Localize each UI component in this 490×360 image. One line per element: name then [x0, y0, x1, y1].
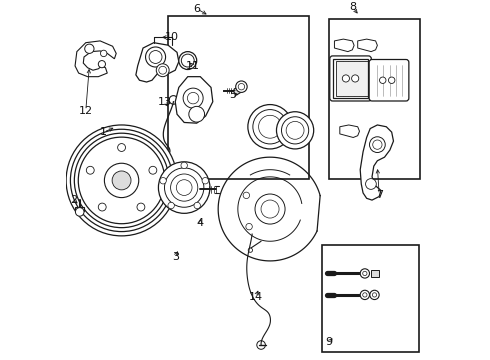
Circle shape — [261, 200, 279, 218]
Circle shape — [257, 341, 266, 349]
Bar — [329, 19, 420, 179]
Text: 5: 5 — [229, 90, 236, 100]
Circle shape — [181, 54, 194, 67]
Circle shape — [85, 44, 94, 53]
Circle shape — [370, 290, 379, 300]
Circle shape — [75, 208, 84, 216]
Circle shape — [98, 203, 106, 211]
Circle shape — [181, 162, 187, 168]
Circle shape — [112, 171, 131, 190]
Circle shape — [74, 133, 169, 228]
Text: 6: 6 — [193, 4, 200, 14]
Circle shape — [243, 192, 249, 199]
Circle shape — [380, 77, 386, 84]
Polygon shape — [136, 43, 179, 82]
Circle shape — [146, 47, 166, 67]
Circle shape — [363, 271, 367, 276]
Polygon shape — [335, 39, 354, 51]
Circle shape — [286, 121, 304, 139]
Circle shape — [159, 66, 167, 74]
Circle shape — [202, 177, 209, 184]
Circle shape — [194, 202, 200, 209]
Text: 13: 13 — [157, 97, 171, 107]
Circle shape — [158, 162, 210, 213]
Circle shape — [363, 293, 367, 297]
Circle shape — [100, 50, 107, 57]
Text: 11: 11 — [186, 61, 200, 71]
Circle shape — [360, 269, 369, 278]
Bar — [322, 245, 418, 352]
Circle shape — [160, 177, 166, 184]
Circle shape — [149, 50, 162, 63]
Circle shape — [259, 115, 281, 138]
Circle shape — [187, 93, 199, 104]
Circle shape — [360, 290, 369, 300]
Bar — [168, 16, 309, 179]
Circle shape — [366, 179, 376, 189]
Circle shape — [66, 125, 177, 236]
Text: 8: 8 — [349, 2, 356, 12]
FancyBboxPatch shape — [330, 56, 371, 101]
Circle shape — [276, 112, 314, 149]
Circle shape — [372, 293, 377, 297]
Text: 14: 14 — [248, 292, 263, 302]
FancyBboxPatch shape — [369, 59, 409, 101]
Circle shape — [183, 88, 203, 108]
Bar — [371, 270, 379, 277]
Bar — [333, 59, 368, 98]
Text: 3: 3 — [172, 252, 179, 262]
Polygon shape — [358, 39, 377, 51]
Circle shape — [156, 64, 169, 77]
Polygon shape — [175, 77, 213, 123]
Circle shape — [86, 166, 94, 174]
Bar — [336, 60, 368, 96]
Circle shape — [253, 109, 287, 144]
Circle shape — [255, 194, 285, 224]
Circle shape — [171, 174, 198, 201]
Text: 4: 4 — [196, 219, 204, 228]
Circle shape — [248, 248, 252, 252]
Circle shape — [118, 144, 125, 152]
Circle shape — [369, 137, 385, 153]
Circle shape — [165, 168, 204, 207]
Circle shape — [248, 104, 292, 149]
Polygon shape — [234, 87, 240, 95]
Circle shape — [168, 202, 174, 209]
Circle shape — [343, 75, 349, 82]
Polygon shape — [75, 41, 116, 77]
Text: 9: 9 — [325, 337, 333, 347]
Circle shape — [246, 224, 252, 230]
Circle shape — [352, 75, 359, 82]
Text: 7: 7 — [376, 190, 383, 200]
Text: 10: 10 — [165, 32, 179, 42]
Circle shape — [236, 81, 247, 93]
Polygon shape — [340, 125, 360, 138]
Circle shape — [179, 51, 196, 69]
Circle shape — [169, 96, 178, 104]
Circle shape — [98, 60, 105, 68]
Circle shape — [281, 117, 309, 144]
Circle shape — [238, 84, 245, 90]
Circle shape — [189, 106, 204, 122]
Circle shape — [71, 129, 173, 231]
Text: 12: 12 — [79, 105, 93, 116]
Circle shape — [176, 180, 192, 195]
Circle shape — [149, 166, 157, 174]
Text: 1: 1 — [100, 127, 107, 137]
Polygon shape — [360, 125, 393, 200]
Text: 2: 2 — [71, 195, 77, 205]
Polygon shape — [75, 207, 84, 211]
Circle shape — [78, 137, 165, 224]
Circle shape — [373, 140, 382, 149]
Circle shape — [137, 203, 145, 211]
Circle shape — [104, 163, 139, 198]
Circle shape — [389, 77, 395, 84]
